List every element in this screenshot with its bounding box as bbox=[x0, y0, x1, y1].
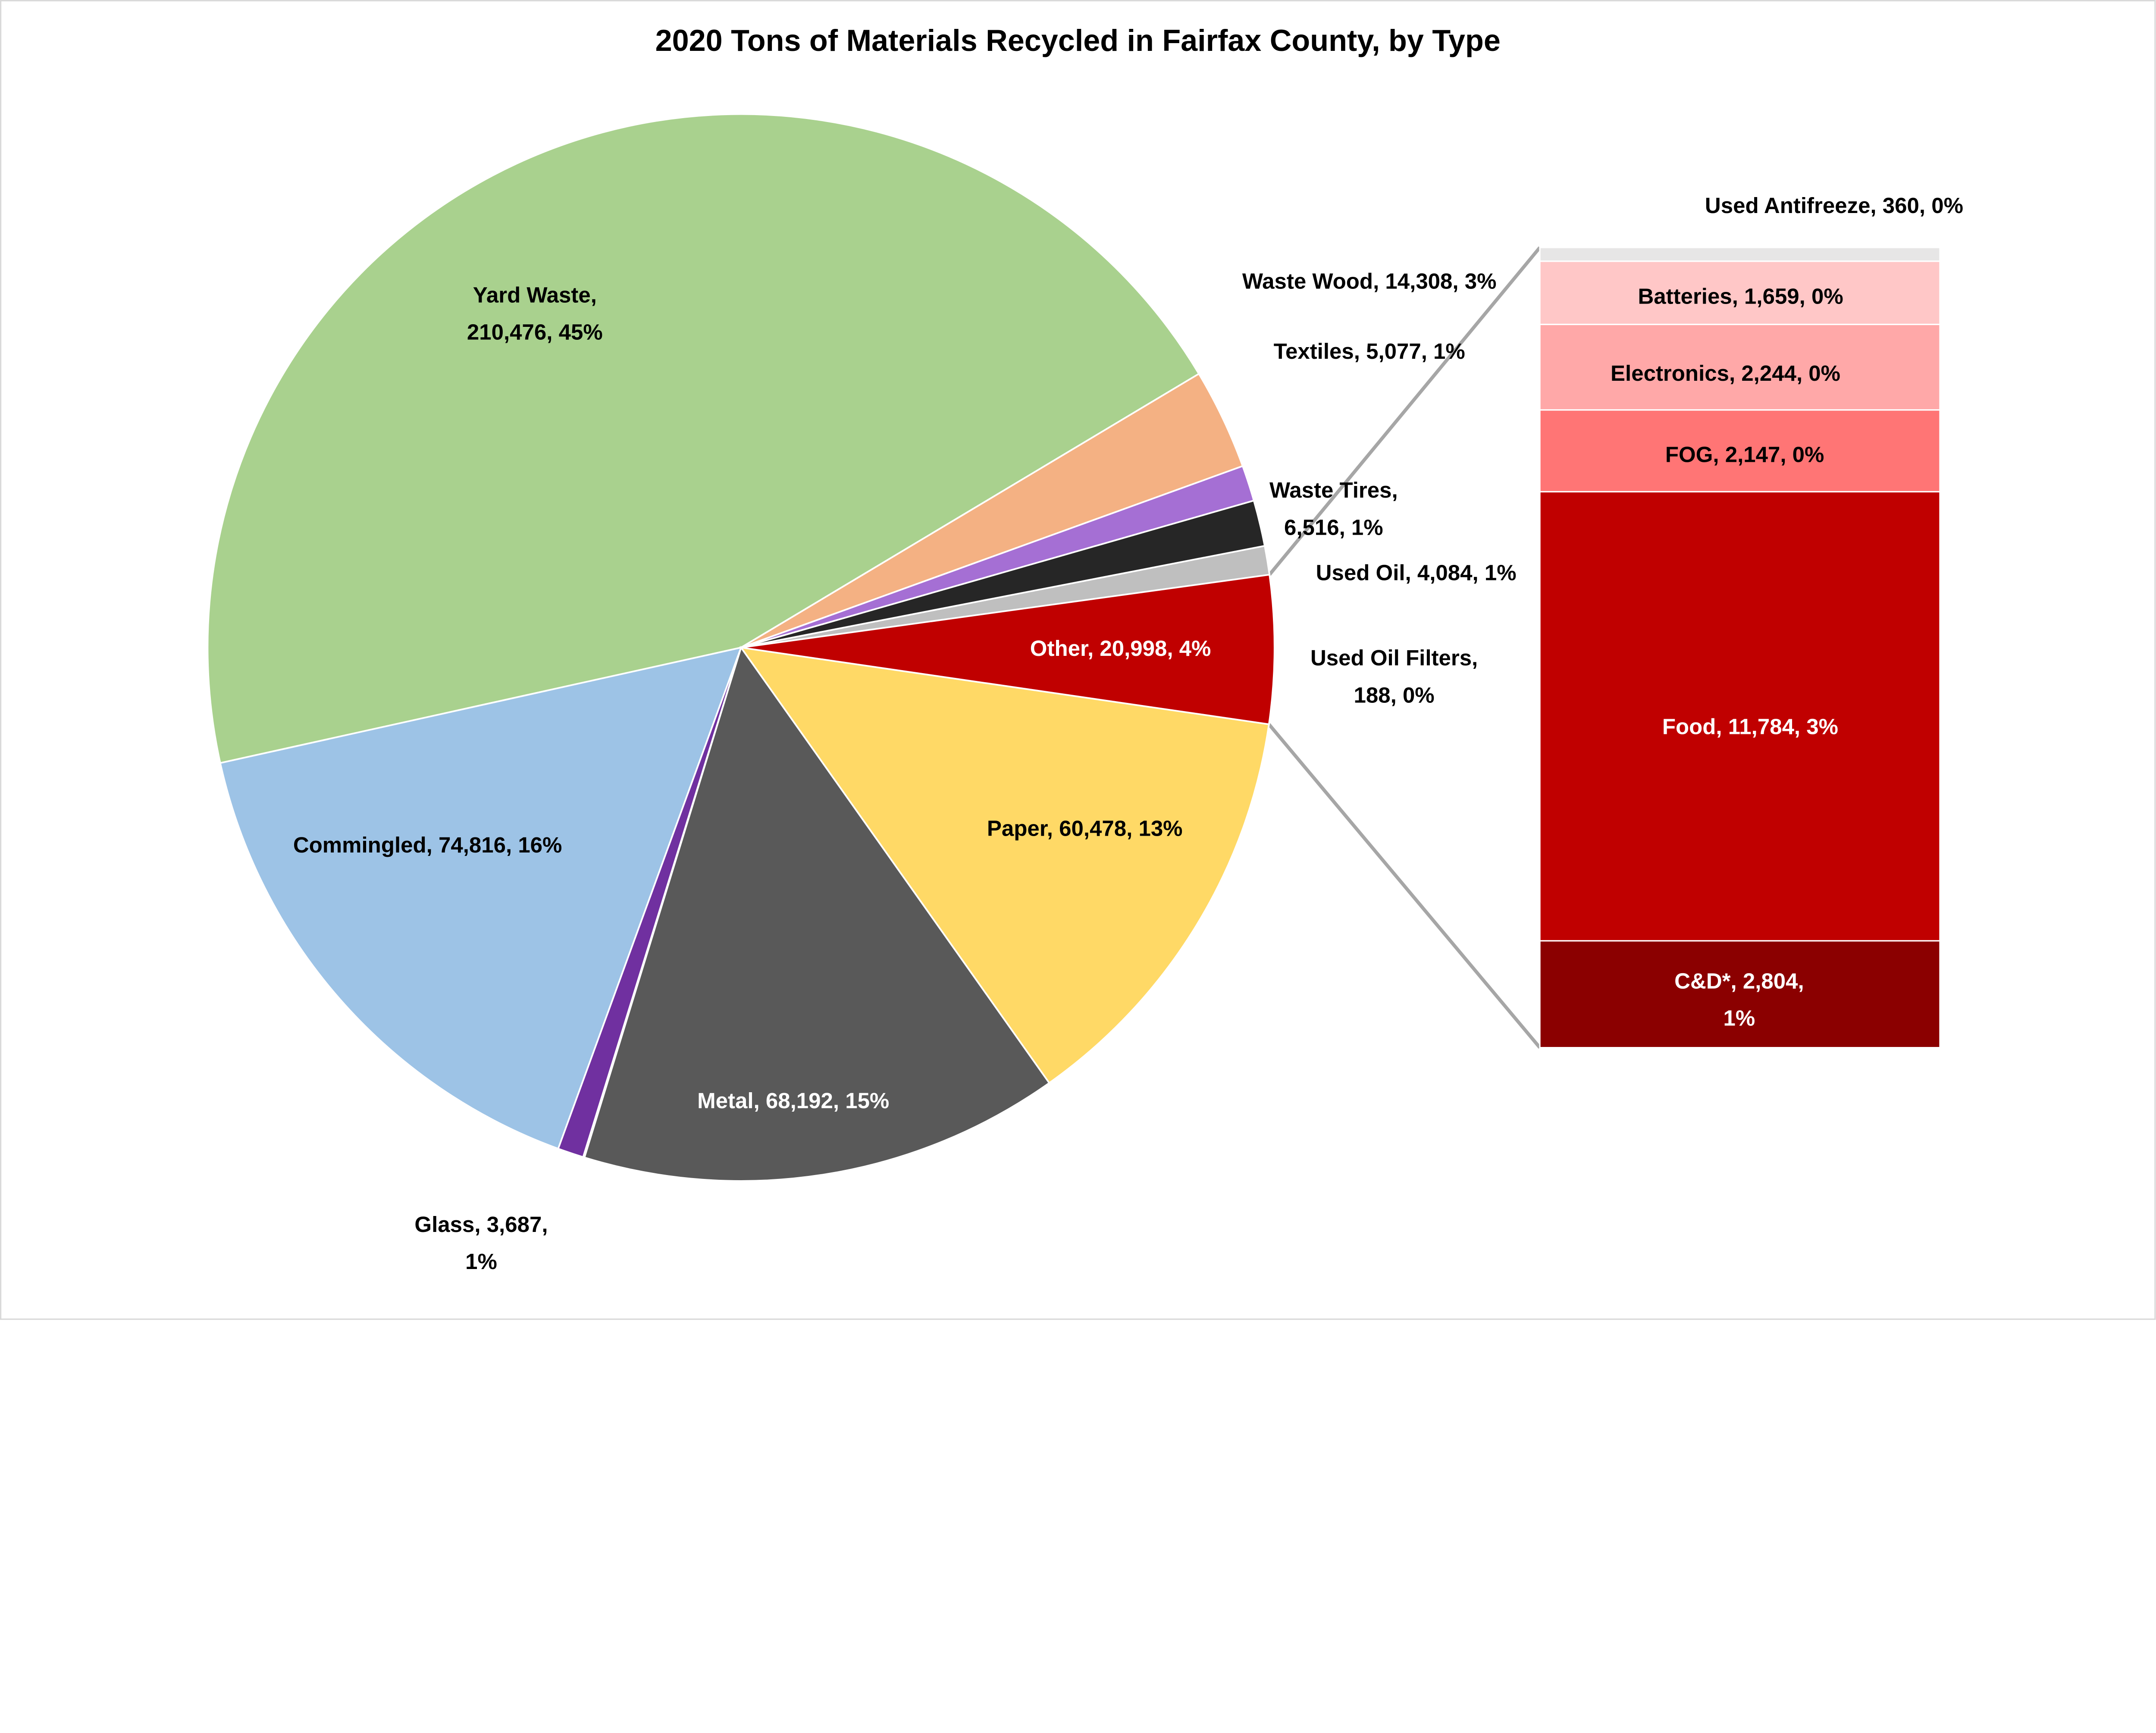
data-label-line: 6,516, 1% bbox=[1284, 515, 1383, 539]
data-label-line: Waste Wood, 14,308, 3% bbox=[1242, 269, 1497, 294]
data-label-fog: FOG, 2,147, 0% bbox=[1665, 442, 1824, 467]
data-label-yard-waste: Yard Waste, 210,476, 45% bbox=[467, 282, 603, 344]
bar-segment-used-antifreeze bbox=[1539, 247, 1941, 262]
pie-of-bar-chart: 2020 Tons of Materials Recycled in Fairf… bbox=[0, 0, 2156, 1320]
data-label-commingled: Commingled, 74,816, 16% bbox=[293, 833, 562, 857]
data-label-food: Food, 11,784, 3% bbox=[1662, 715, 1838, 739]
data-label-line: Commingled, 74,816, 16% bbox=[293, 833, 562, 857]
data-label-line: 210,476, 45% bbox=[467, 320, 603, 345]
data-label-textiles: Textiles, 5,077, 1% bbox=[1274, 339, 1465, 364]
data-label-waste-tires: Waste Tires, 6,516, 1% bbox=[1269, 478, 1398, 539]
data-label-line: Yard Waste, bbox=[473, 282, 597, 307]
pie-slice-other bbox=[741, 573, 1275, 725]
data-label-line: Used Antifreeze, 360, 0% bbox=[1705, 193, 1963, 218]
data-label-line: FOG, 2,147, 0% bbox=[1665, 442, 1824, 467]
data-label-line: Textiles, 5,077, 1% bbox=[1274, 339, 1465, 364]
connector-line-top bbox=[1268, 246, 1542, 576]
data-label-line: Other, 20,998, 4% bbox=[1030, 636, 1211, 661]
data-label-waste-wood: Waste Wood, 14,308, 3% bbox=[1242, 269, 1497, 294]
data-labels: Yard Waste, 210,476, 45% Waste Wood, 14,30… bbox=[293, 193, 1963, 1274]
bar-segment-electronics bbox=[1539, 323, 1941, 411]
data-label-paper: Paper, 60,478, 13% bbox=[987, 816, 1183, 841]
pie bbox=[207, 113, 1275, 1182]
pie-slice-commingled bbox=[219, 646, 743, 1150]
data-label-line: Used Oil, 4,084, 1% bbox=[1316, 561, 1517, 585]
data-label-line: 188, 0% bbox=[1354, 683, 1435, 707]
data-label-line: Glass, 3,687, bbox=[414, 1212, 548, 1237]
data-label-line: Metal, 68,192, 15% bbox=[697, 1088, 889, 1113]
data-label-line: Paper, 60,478, 13% bbox=[987, 816, 1183, 841]
data-label-used-oil: Used Oil, 4,084, 1% bbox=[1316, 561, 1517, 585]
data-label-c-d: C&D*, 2,804, 1% bbox=[1674, 969, 1804, 1031]
data-label-electronics: Electronics, 2,244, 0% bbox=[1611, 361, 1840, 385]
data-label-line: Batteries, 1,659, 0% bbox=[1638, 284, 1843, 309]
data-label-line: 1% bbox=[465, 1249, 497, 1274]
data-label-used-oil-filters: Used Oil Filters, 188, 0% bbox=[1310, 646, 1478, 707]
data-label-glass: Glass, 3,687, 1% bbox=[414, 1212, 548, 1274]
data-label-line: Food, 11,784, 3% bbox=[1662, 715, 1838, 739]
connector-lines bbox=[1267, 246, 1542, 1049]
data-label-line: Electronics, 2,244, 0% bbox=[1611, 361, 1840, 385]
data-label-line: Used Oil Filters, bbox=[1310, 646, 1478, 670]
bar-segment-food bbox=[1539, 491, 1941, 942]
pie-slice-paper bbox=[739, 646, 1270, 1084]
data-label-line: 1% bbox=[1724, 1006, 1755, 1031]
data-label-used-antifreeze: Used Antifreeze, 360, 0% bbox=[1705, 193, 1963, 218]
stacked-bar bbox=[1539, 247, 1941, 1049]
bar-segment-fog bbox=[1539, 409, 1941, 492]
pie-slice-waste-wood bbox=[740, 373, 1244, 649]
data-label-batteries: Batteries, 1,659, 0% bbox=[1638, 284, 1843, 309]
data-label-metal: Metal, 68,192, 15% bbox=[697, 1088, 889, 1113]
bar-segment-c-d bbox=[1539, 940, 1941, 1049]
connector-line-bottom bbox=[1267, 723, 1542, 1049]
chart-title: 2020 Tons of Materials Recycled in Fairf… bbox=[655, 24, 1501, 57]
pie-slice-yard-waste bbox=[207, 113, 1200, 764]
data-label-other: Other, 20,998, 4% bbox=[1030, 636, 1211, 661]
data-label-line: C&D*, 2,804, bbox=[1674, 969, 1804, 993]
data-label-line: Waste Tires, bbox=[1269, 478, 1398, 502]
